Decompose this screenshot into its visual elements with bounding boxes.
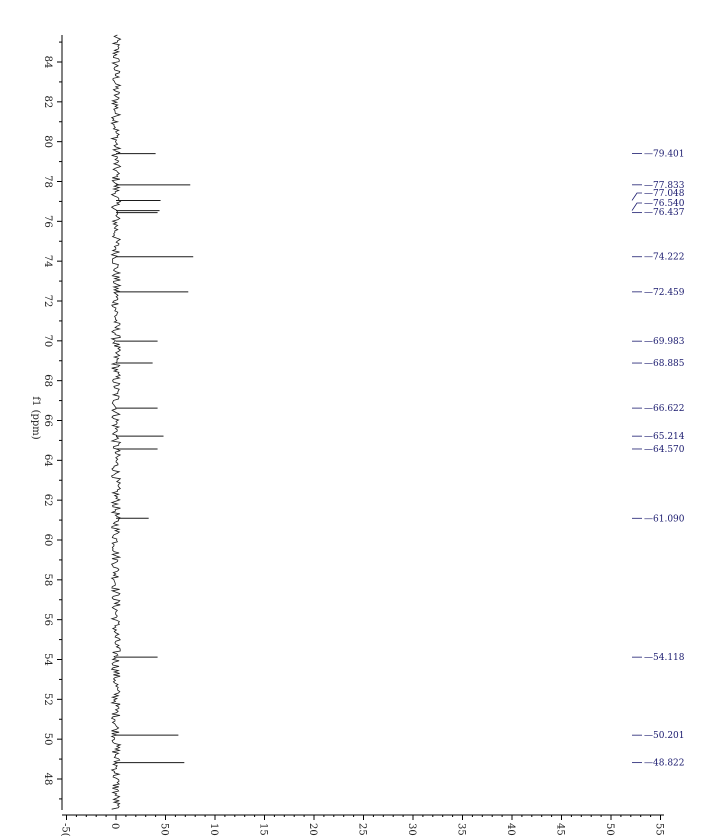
x-tick-label: 50 [159, 823, 170, 836]
y-tick-label: 50 [42, 733, 53, 746]
y-tick-label: 74 [42, 255, 53, 268]
peak-label: —74.222 [644, 253, 685, 263]
x-tick-label: 20( [307, 823, 318, 836]
y-axis: 84 82 80 78 76 74 72 70 68 66 64 62 60 58 56 54 52 50 48 [42, 35, 63, 810]
y-tick-label: 56 [42, 613, 53, 626]
x-tick-label: 40( [505, 823, 516, 836]
baseline-noise [110, 34, 122, 810]
y-tick-label: 54 [42, 653, 53, 666]
y-tick-label: 52 [42, 693, 53, 706]
peak-label: —68.885 [644, 359, 685, 369]
peak-label: —66.622 [644, 404, 685, 414]
peak-label: —76.437 [644, 208, 685, 218]
y-tick-label: 64 [42, 454, 53, 467]
x-tick-label: -5( [60, 823, 71, 836]
peak-label: —64.570 [644, 445, 685, 455]
x-tick-label: 45( [555, 823, 566, 836]
peak-labels: —79.401 —77.833—77.048—76.540—76.437 —74.2… [631, 150, 685, 769]
y-tick-label: 68 [42, 374, 53, 387]
peak-lines [116, 153, 194, 764]
y-tick-label: 48 [42, 773, 53, 786]
peak-leader-line [631, 202, 642, 211]
peak-label: —72.459 [644, 288, 685, 298]
y-tick-label: 78 [42, 175, 53, 188]
peak-label: —76.540 [644, 199, 685, 209]
peak-label: —77.833 [644, 181, 685, 191]
peak-label: —48.822 [644, 759, 685, 769]
x-axis: -5( 0 50 10( 15( 20( 25( 30( 35( 40( 45( 50( 55( [60, 814, 665, 836]
y-tick-label: 62 [42, 494, 53, 507]
y-tick-label: 70 [42, 334, 53, 347]
spectrum-trace [110, 34, 122, 810]
peak-label: —65.214 [644, 432, 685, 442]
y-tick-label: 82 [42, 95, 53, 108]
peak-label: —79.401 [644, 150, 685, 160]
y-tick-label: 80 [42, 135, 53, 148]
y-axis-title: f1 (ppm) [30, 396, 41, 439]
peak-label: —77.048 [644, 189, 685, 199]
peak-label: —50.201 [644, 731, 685, 741]
x-tick-label: 35( [456, 823, 467, 836]
x-tick-label: 10( [208, 823, 219, 836]
peak-label: —69.983 [644, 337, 685, 347]
x-tick-label: 30( [406, 823, 417, 836]
x-tick-label: 15( [258, 823, 269, 836]
y-tick-label: 76 [42, 215, 53, 228]
x-tick-label: 0 [109, 823, 120, 829]
peak-label: —54.118 [644, 653, 685, 663]
y-tick-label: 58 [42, 573, 53, 586]
y-tick-label: 66 [42, 414, 53, 427]
x-tick-label: 55( [654, 823, 665, 836]
peak-label: —61.090 [644, 514, 685, 524]
x-tick-label: 50( [604, 823, 615, 836]
y-tick-label: 60 [42, 534, 53, 547]
y-tick-label: 84 [42, 56, 53, 69]
x-tick-label: 25( [357, 823, 368, 836]
y-tick-label: 72 [42, 295, 53, 308]
peak-leader-line [631, 192, 642, 201]
